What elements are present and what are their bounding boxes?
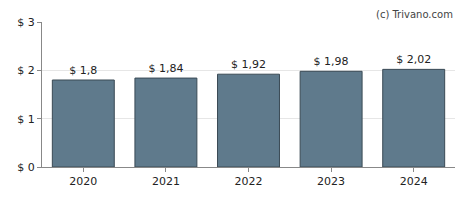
svg-text:2021: 2021 — [152, 175, 180, 188]
svg-text:$ 1: $ 1 — [17, 113, 35, 126]
svg-text:$ 1,8: $ 1,8 — [69, 64, 97, 77]
svg-text:$ 2,02: $ 2,02 — [396, 53, 431, 66]
svg-text:2024: 2024 — [400, 175, 428, 188]
svg-text:(c) Trivano.com: (c) Trivano.com — [376, 9, 453, 20]
svg-text:$ 1,98: $ 1,98 — [314, 55, 349, 68]
svg-text:2023: 2023 — [317, 175, 345, 188]
svg-text:$ 3: $ 3 — [17, 16, 35, 29]
svg-text:$ 2: $ 2 — [17, 64, 35, 77]
svg-text:2022: 2022 — [235, 175, 263, 188]
svg-text:$ 1,84: $ 1,84 — [148, 62, 183, 75]
svg-text:2020: 2020 — [69, 175, 97, 188]
svg-text:$ 1,92: $ 1,92 — [231, 58, 266, 71]
svg-text:$ 0: $ 0 — [17, 161, 35, 174]
